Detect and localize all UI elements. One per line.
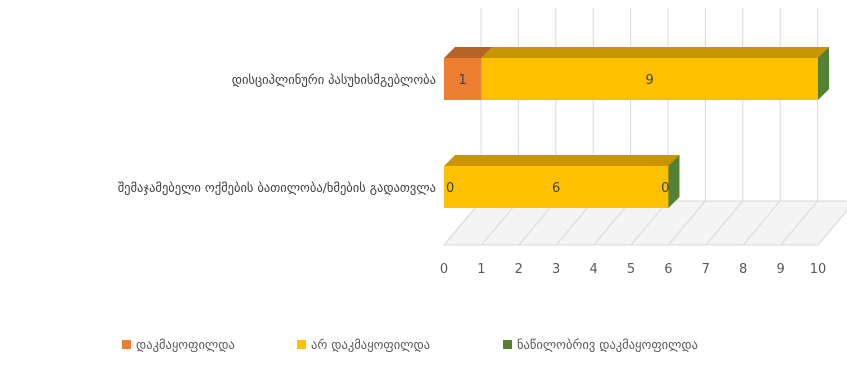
legend: დაკმაყოფილდა არ დაკმაყოფილდა ნაწილობრივ და…	[122, 337, 698, 352]
legend-swatch-1	[297, 340, 306, 349]
data-label-0-series-0: 1	[459, 73, 467, 88]
x-tick-label-3: 3	[552, 262, 560, 277]
legend-label-1: არ დაკმაყოფილდა	[311, 337, 430, 352]
data-label-1-series-1: 6	[552, 181, 560, 196]
x-tick-label-10: 10	[810, 262, 827, 277]
floor-gridline-1	[481, 200, 519, 246]
floor-gridline-5	[630, 200, 669, 246]
legend-label-2: ნაწილობრივ დაკმაყოფილდა	[517, 337, 698, 352]
floor-gridline-4	[593, 200, 631, 246]
x-tick-label-9: 9	[776, 262, 784, 277]
x-tick-label-4: 4	[589, 262, 597, 277]
legend-swatch-2	[503, 340, 512, 349]
data-label-1-series-2: 0	[661, 181, 669, 196]
data-label-1-series-0: 0	[446, 181, 454, 196]
legend-label-0: დაკმაყოფილდა	[136, 337, 235, 352]
bar-0-series-1	[481, 58, 818, 100]
category-label-1: შემაჯამებელი ოქმების ბათილობა/ხმების გად…	[118, 180, 436, 195]
floor-gridline-0	[443, 200, 482, 246]
bar-top-0-series-0	[444, 47, 493, 58]
x-tick-label-6: 6	[664, 262, 672, 277]
bar-top-0-series-1	[481, 47, 829, 58]
floor-gridline-7	[705, 200, 744, 246]
floor-gridline-8	[742, 200, 781, 246]
floor-gridline-2	[518, 200, 557, 246]
x-tick-label-8: 8	[739, 262, 747, 277]
bar-1-series-1	[444, 166, 669, 208]
x-tick-label-0: 0	[440, 262, 448, 277]
category-label-0: დისციპლინური პასუხისმგებლობა	[232, 72, 436, 87]
floor-gridline-6	[668, 200, 706, 246]
bar-zero-0-series-2	[818, 47, 829, 100]
bar-top-1-series-1	[444, 155, 680, 166]
gridlines	[442, 8, 847, 246]
data-label-0-series-1: 9	[646, 73, 654, 88]
floor-gridline-10	[817, 209, 847, 246]
floor-gridline-3	[555, 200, 594, 246]
x-tick-label-1: 1	[477, 262, 485, 277]
legend-swatch-0	[122, 340, 131, 349]
bars	[444, 47, 829, 208]
x-tick-label-2: 2	[515, 262, 523, 277]
x-tick-label-5: 5	[627, 262, 635, 277]
bar-0-series-0	[444, 58, 482, 100]
x-tick-label-7: 7	[702, 262, 710, 277]
bar-zero-1-series-2	[668, 155, 680, 208]
floor-gridline-9	[780, 200, 818, 246]
